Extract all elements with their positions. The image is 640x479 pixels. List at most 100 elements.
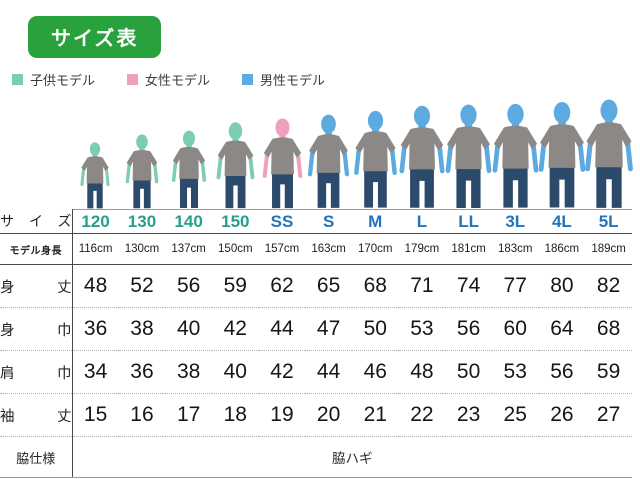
sleeve-length-value-S: 20	[305, 393, 352, 437]
body-width-value-M: 50	[351, 307, 399, 351]
size-table: サイズ 120 130 140 150 SS S M L LL 3L 4L 5L モデル身長 116c…	[0, 209, 632, 478]
size-header-150: 150	[211, 209, 259, 234]
size-header-SS: SS	[258, 209, 306, 234]
model-height-L: 179cm	[398, 233, 446, 265]
row-label-model-height: モデル身長	[0, 233, 73, 265]
row-label-size: サイズ	[0, 209, 73, 234]
child-swatch-icon	[12, 73, 23, 85]
body-length-value-L: 71	[398, 264, 446, 308]
legend: 子供モデル 女性モデル 男性モデル	[12, 70, 640, 89]
model-figure-150	[212, 122, 259, 209]
size-chart-title-badge: サイズ表	[28, 16, 162, 58]
body-width-value-150: 42	[211, 307, 259, 351]
size-header-row: サイズ 120 130 140 150 SS S M L LL 3L 4L 5L	[0, 209, 632, 234]
side-spec-value: 脇ハギ	[72, 436, 632, 478]
model-figure-130	[119, 134, 166, 209]
body-width-value-5L: 68	[585, 307, 632, 351]
measure-row-sleeve-length: 袖丈 15 16 17 18 19 20 21 22 23 25 26 27	[0, 393, 632, 437]
size-header-M: M	[351, 209, 399, 234]
model-height-4L: 186cm	[538, 233, 586, 265]
body-length-value-LL: 74	[445, 264, 492, 308]
body-length-value-3L: 77	[491, 264, 539, 308]
body-length-value-130: 52	[118, 264, 166, 308]
mannequin-figure-icon	[171, 130, 206, 208]
body-width-value-S: 47	[305, 307, 352, 351]
sleeve-length-value-M: 21	[351, 393, 399, 437]
male-swatch-icon	[242, 73, 254, 85]
measure-row-body-length: 身丈 48 52 56 59 62 65 68 71 74 77 80 82	[0, 264, 632, 308]
model-figure-SS	[259, 118, 306, 209]
model-height-150: 150cm	[211, 233, 259, 265]
size-header-3L: 3L	[491, 209, 539, 234]
body-width-value-LL: 56	[445, 307, 492, 351]
model-figure-3L	[492, 103, 539, 209]
side-spec-row: 脇仕様 脇ハギ	[0, 436, 632, 478]
legend-item-label: 女性モデル	[145, 72, 211, 88]
row-label-body-length: 身丈	[0, 264, 73, 308]
model-figure-140	[165, 130, 212, 209]
shoulder-width-value-140: 38	[165, 350, 212, 394]
legend-item-female: 女性モデル	[127, 70, 210, 89]
model-height-LL: 181cm	[445, 233, 492, 265]
model-height-3L: 183cm	[491, 233, 539, 265]
mannequin-figure-icon	[538, 101, 586, 208]
sleeve-length-value-130: 16	[118, 393, 166, 437]
model-figure-S	[305, 114, 352, 209]
mannequin-figure-icon	[308, 114, 350, 208]
sleeve-length-value-LL: 23	[445, 393, 492, 437]
body-width-value-SS: 44	[258, 307, 306, 351]
row-label-sleeve-length: 袖丈	[0, 393, 73, 437]
model-height-S: 163cm	[305, 233, 352, 265]
sleeve-length-value-SS: 19	[258, 393, 306, 437]
shoulder-width-value-S: 44	[305, 350, 352, 394]
size-header-4L: 4L	[538, 209, 586, 234]
body-width-value-4L: 64	[538, 307, 586, 351]
sleeve-length-value-4L: 26	[538, 393, 586, 437]
size-header-LL: LL	[445, 209, 492, 234]
body-length-value-4L: 80	[538, 264, 586, 308]
model-figure-5L	[584, 99, 633, 209]
legend-item-label: 男性モデル	[260, 72, 326, 88]
shoulder-width-value-3L: 53	[491, 350, 539, 394]
size-header-130: 130	[118, 209, 166, 234]
shoulder-width-value-M: 46	[351, 350, 399, 394]
sleeve-length-value-140: 17	[165, 393, 212, 437]
body-width-value-3L: 60	[491, 307, 539, 351]
model-height-120: 116cm	[72, 233, 119, 265]
row-label-body-width: 身巾	[0, 307, 73, 351]
size-header-L: L	[398, 209, 446, 234]
mannequin-figure-icon	[399, 105, 445, 208]
model-height-130: 130cm	[118, 233, 166, 265]
shoulder-width-value-4L: 56	[538, 350, 586, 394]
shoulder-width-value-150: 40	[211, 350, 259, 394]
mannequin-figure-icon	[216, 122, 255, 209]
sleeve-length-value-120: 15	[72, 393, 119, 437]
body-width-value-L: 53	[398, 307, 446, 351]
sleeve-length-value-3L: 25	[491, 393, 539, 437]
body-length-value-150: 59	[211, 264, 259, 308]
mannequin-figure-icon	[262, 118, 302, 209]
shoulder-width-value-120: 34	[72, 350, 119, 394]
body-length-value-5L: 82	[585, 264, 632, 308]
mannequin-figure-icon	[584, 99, 633, 208]
figures-row	[72, 97, 633, 209]
body-length-value-SS: 62	[258, 264, 306, 308]
mannequin-figure-icon	[125, 134, 159, 209]
model-height-M: 170cm	[351, 233, 399, 265]
shoulder-width-value-LL: 50	[445, 350, 492, 394]
model-figure-M	[352, 110, 399, 209]
measure-row-shoulder-width: 肩巾 34 36 38 40 42 44 46 48 50 53 56 59	[0, 350, 632, 394]
shoulder-width-value-L: 48	[398, 350, 446, 394]
body-length-value-S: 65	[305, 264, 352, 308]
shoulder-width-value-SS: 42	[258, 350, 306, 394]
size-header-120: 120	[72, 209, 119, 234]
measure-row-body-width: 身巾 36 38 40 42 44 47 50 53 56 60 64 68	[0, 307, 632, 351]
mannequin-figure-icon	[492, 103, 539, 208]
body-width-value-120: 36	[72, 307, 119, 351]
body-length-value-120: 48	[72, 264, 119, 308]
legend-item-child: 子供モデル	[12, 70, 95, 89]
female-swatch-icon	[127, 73, 139, 85]
size-header-S: S	[305, 209, 352, 234]
body-width-value-130: 38	[118, 307, 166, 351]
legend-item-label: 子供モデル	[30, 72, 96, 88]
